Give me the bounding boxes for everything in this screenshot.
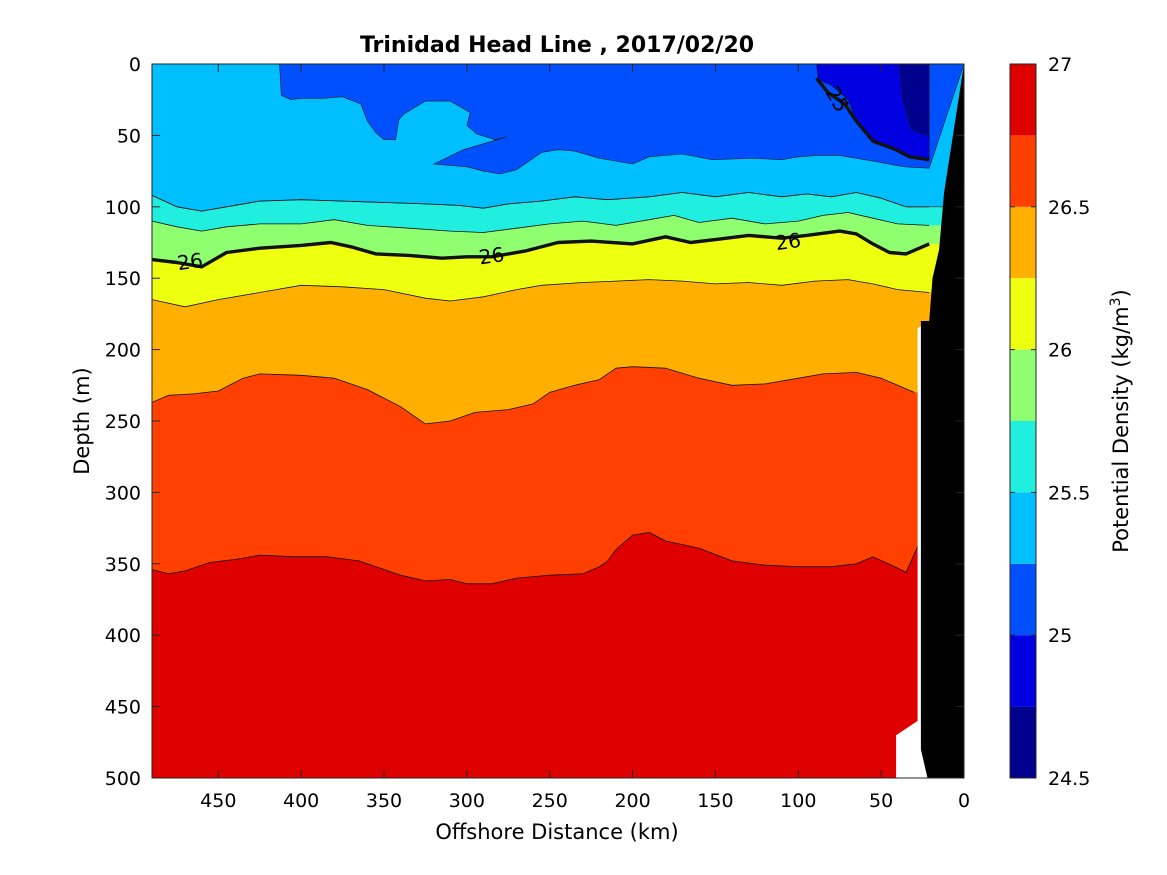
y-tick-label: 450 [105, 697, 141, 719]
contour-label-26: 26 [477, 242, 506, 269]
y-tick-label: 300 [105, 482, 141, 504]
colorbar [1010, 64, 1036, 778]
contour-label-group-0: 26 [176, 248, 205, 275]
colorbar-tick-label: 26.5 [1048, 197, 1090, 219]
plot-area [152, 64, 964, 778]
colorbar-frame [1009, 63, 1037, 779]
colorbar-tick-label: 25 [1048, 625, 1072, 647]
x-tick-label: 50 [869, 790, 893, 812]
y-tick-label: 0 [129, 54, 141, 76]
y-tick-label: 350 [105, 554, 141, 576]
x-tick-label: 350 [366, 790, 402, 812]
colorbar-label: Potential Density (kg/m3) [1108, 289, 1133, 553]
colorbar-swatch [1010, 349, 1036, 421]
x-tick-label: 250 [532, 790, 568, 812]
colorbar-swatch [1010, 563, 1036, 636]
y-tick-label: 50 [117, 125, 141, 147]
x-tick-label: 200 [614, 790, 650, 812]
y-tick-label: 150 [105, 268, 141, 290]
colorbar-swatch [1010, 635, 1036, 707]
colorbar-label-main: Potential Density (kg/m [1109, 306, 1133, 552]
colorbar-swatch [1010, 492, 1036, 564]
colorbar-swatch [1010, 706, 1036, 778]
contour-line-26.5 [152, 366, 915, 425]
contour-label-26: 26 [176, 248, 205, 275]
x-tick-label: 450 [200, 790, 236, 812]
x-tick-label: 100 [780, 790, 816, 812]
y-tick-label: 500 [105, 768, 141, 790]
y-axis-label: Depth (m) [70, 367, 94, 474]
x-tick-label: 400 [283, 790, 319, 812]
y-tick-label: 250 [105, 411, 141, 433]
colorbar-swatch [1010, 278, 1036, 350]
colorbar-tick-label: 26 [1048, 340, 1072, 362]
y-tick-label: 400 [105, 625, 141, 647]
x-axis-label: Offshore Distance (km) [435, 820, 678, 844]
bathymetry [920, 64, 964, 778]
contour-line-25.75 [152, 212, 930, 233]
colorbar-tick-label: 25.5 [1048, 482, 1090, 504]
y-tick-label: 100 [105, 197, 141, 219]
x-tick-label: 150 [697, 790, 733, 812]
colorbar-swatch [1010, 64, 1036, 136]
contour-line-25.5 [152, 192, 930, 212]
colorbar-tick-label: 24.5 [1048, 768, 1090, 790]
x-tick-label: 300 [449, 790, 485, 812]
white-gap [896, 64, 941, 778]
colorbar-ticks: 24.5 25 25.5 26 26.5 27 [1010, 54, 1090, 790]
contour-label-group-2: 26 [774, 228, 803, 255]
x-axis-ticks: 450 400 350 300 250 200 150 100 50 0 [200, 64, 970, 812]
colorbar-swatch [1010, 135, 1036, 207]
chart-title: Trinidad Head Line , 2017/02/20 [360, 33, 754, 58]
colorbar-swatch [1010, 206, 1036, 279]
colorbar-label-close: ) [1109, 289, 1133, 297]
colorbar-tick-label: 27 [1048, 54, 1072, 76]
surface-band-3 [899, 64, 930, 136]
contour-label-group-1: 26 [477, 242, 506, 269]
colorbar-label-superscript: 3 [1108, 297, 1124, 306]
x-tick-label: 0 [958, 790, 970, 812]
contour-line-25 [815, 77, 930, 162]
colorbar-swatch [1010, 421, 1036, 493]
contour-line-26.25 [152, 279, 930, 308]
contour-line-26.75 [152, 532, 930, 585]
y-axis-ticks: 0 50 100 150 200 250 300 350 400 450 500 [105, 54, 964, 790]
surface-band-1 [279, 64, 964, 175]
y-tick-label: 200 [105, 340, 141, 362]
contour-label-26: 26 [774, 228, 803, 255]
contour-line-26 [152, 229, 930, 269]
